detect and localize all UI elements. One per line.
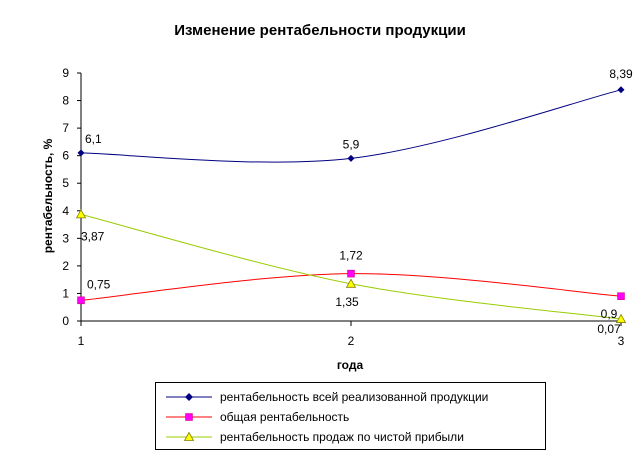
x-tick-label: 1 (78, 334, 85, 348)
legend-label: общая рентабельность (220, 410, 350, 424)
y-axis-label: рентабельность, % (41, 138, 55, 253)
y-tick-label: 6 (62, 149, 69, 163)
data-label: 8,39 (609, 67, 633, 81)
data-point-triangle (75, 209, 87, 219)
data-point-triangle (345, 278, 357, 288)
data-label: 0,75 (87, 277, 111, 291)
data-label: 6,1 (85, 132, 102, 146)
x-tick-label: 2 (348, 334, 355, 348)
y-tick-label: 8 (62, 94, 69, 108)
y-tick-label: 1 (62, 286, 69, 300)
y-tick-label: 7 (62, 121, 69, 135)
data-point-triangle (615, 313, 627, 323)
line-chart: Изменение рентабельности продукции рента… (41, 22, 633, 372)
y-tick-label: 9 (62, 66, 69, 80)
y-tick-label: 0 (62, 314, 69, 328)
data-point-square (77, 296, 85, 305)
legend-label: рентабельность всей реализованной продук… (220, 390, 489, 404)
data-label: 1,35 (335, 295, 359, 309)
data-point-square (347, 269, 355, 278)
series-layer (75, 86, 627, 323)
x-axis-label: года (337, 358, 364, 372)
x-tick-label: 3 (618, 334, 625, 348)
data-point-diamond (347, 154, 355, 162)
legend-marker-triangle (166, 431, 212, 441)
data-label: 5,9 (343, 137, 360, 151)
data-point-diamond (77, 149, 85, 157)
legend-item: общая рентабельность (156, 407, 545, 427)
y-tick-label: 3 (62, 231, 69, 245)
y-tick-label: 4 (62, 204, 69, 218)
y-tick-label: 2 (62, 259, 69, 273)
legend-marker-square (166, 413, 212, 421)
data-point-square (617, 292, 625, 300)
legend-item: рентабельность продаж по чистой прибыли (156, 427, 545, 447)
data-point-diamond (617, 86, 625, 94)
legend-item: рентабельность всей реализованной продук… (156, 387, 545, 407)
data-label: 1,72 (339, 249, 363, 263)
data-label: 0,9 (601, 307, 618, 321)
data-label: 3,87 (81, 229, 105, 243)
legend: рентабельность всей реализованной продук… (155, 382, 546, 450)
legend-marker-diamond (166, 393, 212, 401)
y-tick-label: 5 (62, 176, 69, 190)
data-labels: 6,1 5,9 8,39 0,75 1,72 0,9 3,87 1,35 0,07 (81, 67, 633, 336)
data-label: 0,07 (597, 322, 621, 336)
chart-title: Изменение рентабельности продукции (174, 22, 466, 39)
legend-label: рентабельность продаж по чистой прибыли (220, 430, 464, 444)
